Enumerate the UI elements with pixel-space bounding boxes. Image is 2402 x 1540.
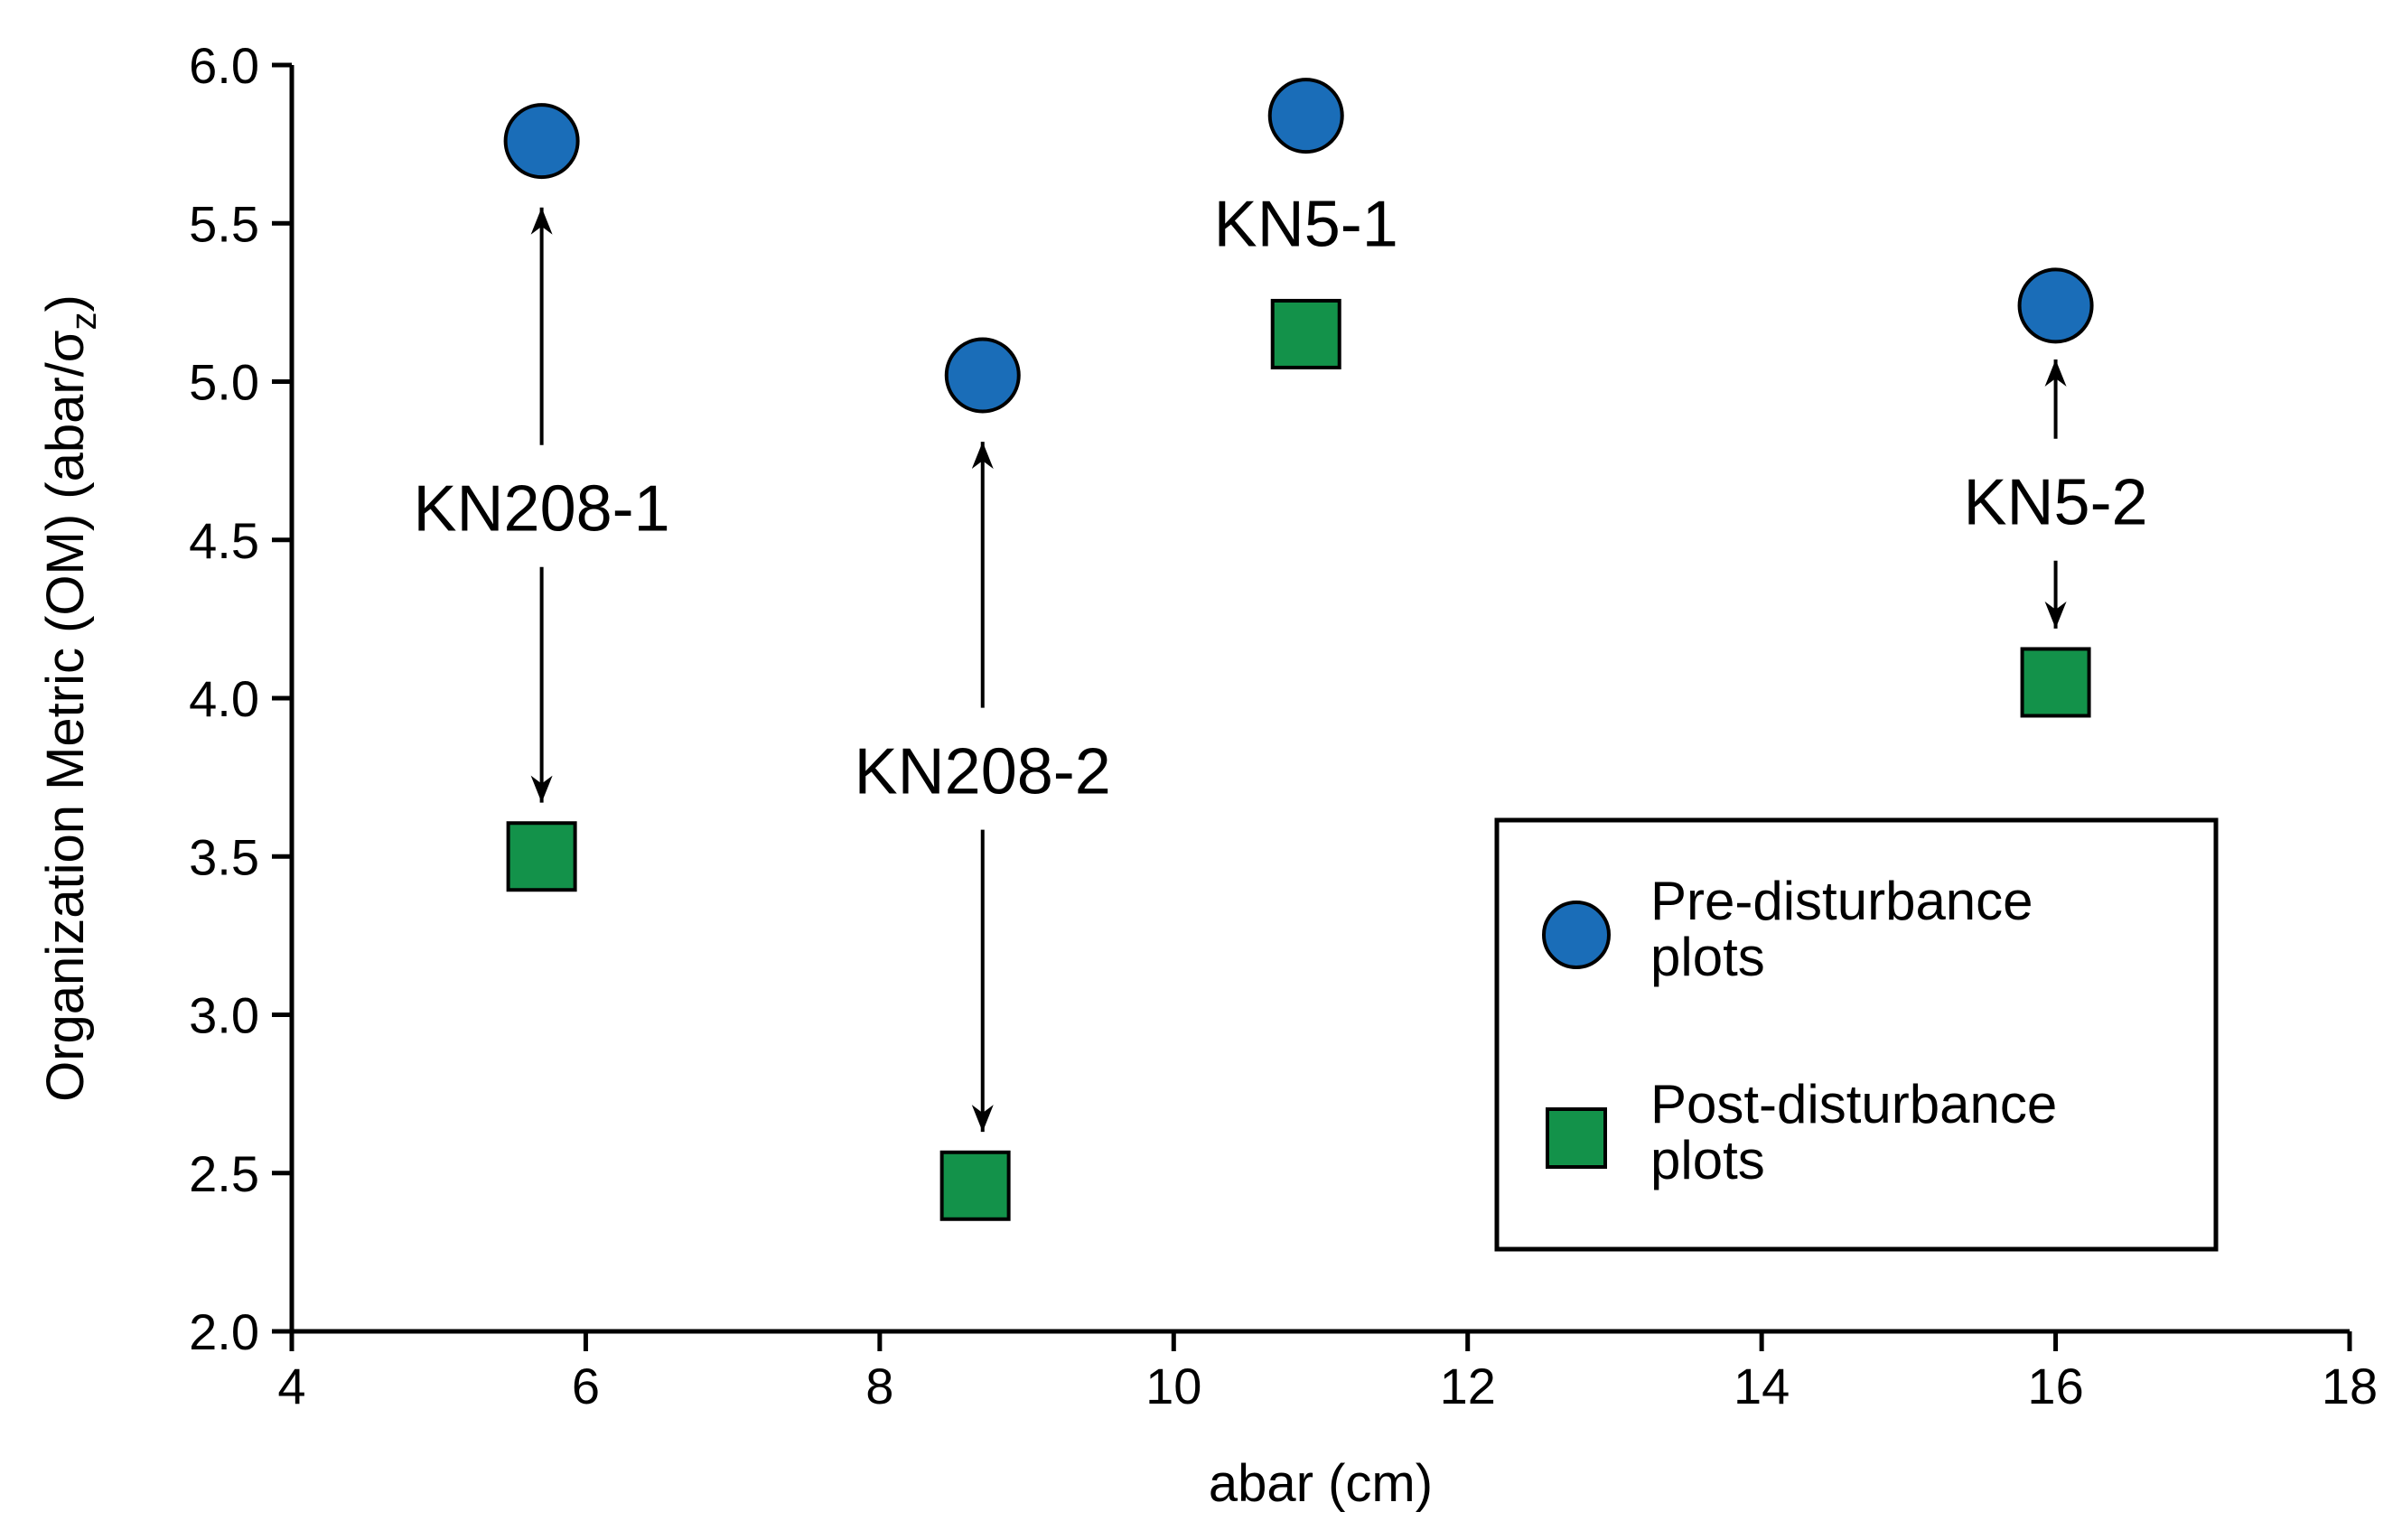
post-disturbance-point xyxy=(1270,298,1341,369)
x-tick-label: 4 xyxy=(277,1358,305,1414)
y-tick-label: 2.5 xyxy=(189,1145,259,1202)
y-axis-title: Organization Metric (OM) (abar/σz) xyxy=(36,294,104,1102)
post-disturbance-point xyxy=(2020,647,2091,718)
y-tick-label: 4.0 xyxy=(189,670,259,727)
legend-marker-square xyxy=(1546,1107,1607,1169)
legend: Pre-disturbance plots Post-disturbance plot… xyxy=(1494,817,2219,1252)
annotation-label: KN208-2 xyxy=(855,736,1111,808)
legend-label: Post-disturbance plots xyxy=(1650,1074,2057,1190)
y-tick-label: 3.0 xyxy=(189,987,259,1044)
y-tick-label: 4.5 xyxy=(189,512,259,569)
pre-disturbance-point xyxy=(2017,267,2094,344)
legend-label: Pre-disturbance plots xyxy=(1650,871,2033,987)
x-tick-label: 16 xyxy=(2027,1358,2083,1414)
y-tick-label: 3.5 xyxy=(189,828,259,885)
x-tick-label: 14 xyxy=(1734,1358,1790,1414)
x-tick-label: 12 xyxy=(1440,1358,1496,1414)
x-tick-label: 18 xyxy=(2322,1358,2378,1414)
legend-box xyxy=(1494,817,2219,1252)
pre-disturbance-point xyxy=(503,103,580,180)
axes: 4 6 8 10 12 14 16 18 2.0 2.5 3.0 3.5 4.0 4.5 5.0 5.5 6.0… xyxy=(36,37,2378,1513)
annotation-label: KN208-1 xyxy=(414,473,670,546)
y-tick-label: 6.0 xyxy=(189,37,259,94)
x-tick-label: 8 xyxy=(865,1358,893,1414)
legend-marker-circle xyxy=(1542,901,1611,969)
y-tick-label: 5.0 xyxy=(189,354,259,411)
annotation-label: KN5-2 xyxy=(1964,467,2148,539)
post-disturbance-point xyxy=(506,821,577,892)
pre-disturbance-point xyxy=(1267,78,1344,154)
pre-disturbance-point xyxy=(944,337,1021,414)
x-tick-label: 10 xyxy=(1145,1358,1201,1414)
y-tick-label: 5.5 xyxy=(189,195,259,252)
y-tick-label: 2.0 xyxy=(189,1303,259,1360)
data-marks xyxy=(503,78,2094,1221)
post-disturbance-point xyxy=(939,1150,1011,1221)
annotations: KN208-1 KN208-2 KN5-1 KN5-2 xyxy=(414,188,2148,1133)
x-tick-label: 6 xyxy=(572,1358,600,1414)
annotation-label: KN5-1 xyxy=(1214,188,1398,260)
x-axis-title: abar (cm) xyxy=(1209,1454,1433,1513)
